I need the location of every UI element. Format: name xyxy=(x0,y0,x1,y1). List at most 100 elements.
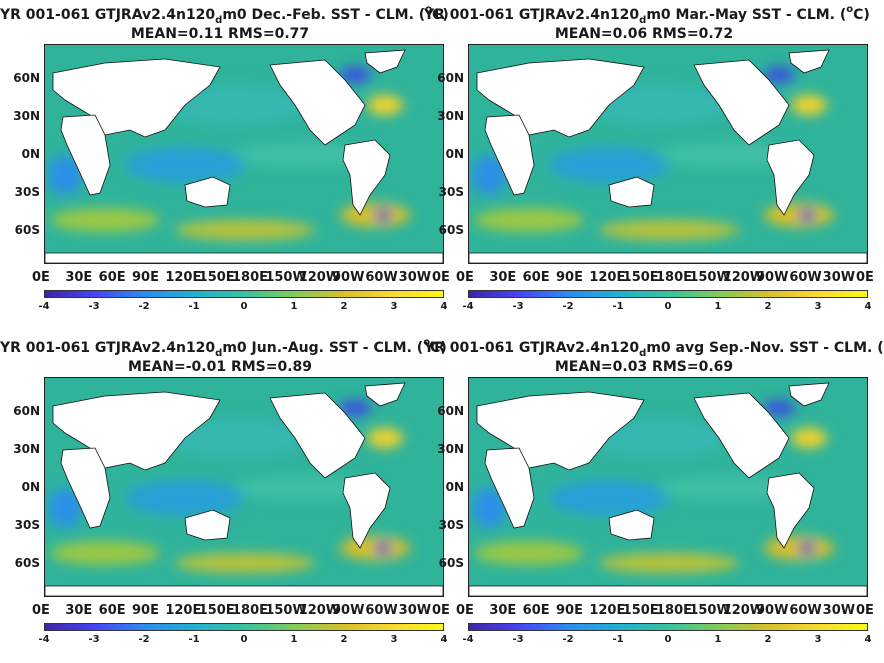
lon-label: 150E xyxy=(622,603,659,618)
panel-title: YR 001-061 GTJRAv2.4n120dm0 Mar.-May SST… xyxy=(424,4,870,26)
colorbar-tick: -4 xyxy=(38,301,50,312)
colorbar-tick: 1 xyxy=(290,301,298,312)
mean-rms-label: MEAN=0.03 RMS=0.69 xyxy=(554,359,734,375)
colorbar-tick: 3 xyxy=(814,634,822,645)
mean-rms-label: MEAN=-0.01 RMS=0.89 xyxy=(127,359,313,375)
lat-label: 60N xyxy=(13,71,40,85)
colorbar-tick: -2 xyxy=(138,634,150,645)
lon-label: 60E xyxy=(522,603,550,618)
colorbar-tick: 0 xyxy=(664,634,672,645)
lat-label: 0N xyxy=(445,147,464,161)
lon-label: 30W xyxy=(398,270,432,285)
anomaly-field xyxy=(471,400,834,573)
lon-label: 60E xyxy=(522,270,550,285)
land-mask xyxy=(469,49,867,263)
lon-label: 60W xyxy=(789,270,822,285)
lon-label: 0E xyxy=(456,603,474,618)
colorbar-tick: 3 xyxy=(390,634,398,645)
lon-label: 60E xyxy=(98,603,126,618)
land-mask xyxy=(45,49,443,263)
lon-label: 90E xyxy=(132,270,159,285)
lat-label: 30N xyxy=(13,109,40,123)
map-panel-1: YR 001-061 GTJRAv2.4n120dm0 Dec.-Feb. SS… xyxy=(0,0,450,320)
colorbar-tick: -2 xyxy=(138,301,150,312)
lon-label: 150W xyxy=(265,603,307,618)
colorbar-tick: 3 xyxy=(814,301,822,312)
mean-rms-label: MEAN=0.11 RMS=0.77 xyxy=(130,26,310,42)
colorbar-tick: 4 xyxy=(864,301,872,312)
lon-label: 120W xyxy=(722,270,765,285)
lat-label: 60S xyxy=(14,223,40,237)
lon-label: 90E xyxy=(556,270,583,285)
lon-label: 0E xyxy=(856,270,874,285)
anomaly-field xyxy=(471,67,834,240)
lon-label: 30E xyxy=(489,603,517,618)
lat-label: 0N xyxy=(21,480,40,494)
anomaly-field xyxy=(47,67,410,240)
lat-label: 60S xyxy=(438,556,464,570)
lon-label: 60E xyxy=(98,270,126,285)
colorbar-tick: 3 xyxy=(390,301,398,312)
lat-label: 30S xyxy=(438,185,464,199)
lon-label: 120E xyxy=(165,603,202,618)
lon-label: 180E xyxy=(232,603,269,618)
lon-label: 120E xyxy=(165,270,202,285)
lon-label: 60W xyxy=(789,603,822,618)
colorbar-tick: 2 xyxy=(340,634,348,645)
colorbar-tick: -1 xyxy=(612,634,624,645)
lon-label: 0E xyxy=(432,270,450,285)
colorbar-tick: -4 xyxy=(462,301,474,312)
lon-label: 180E xyxy=(232,270,269,285)
lat-label: 60N xyxy=(437,71,464,85)
lat-label: 30S xyxy=(438,518,464,532)
lon-label: 120W xyxy=(722,603,765,618)
colorbar-tick: -2 xyxy=(562,634,574,645)
lon-label: 180E xyxy=(656,270,693,285)
map-panel-4: YR 001-061 GTJRAv2.4n120dm0 avg Sep.-Nov… xyxy=(424,333,884,653)
lon-label: 0E xyxy=(32,270,50,285)
lon-label: 30E xyxy=(65,603,93,618)
colorbar-tick: 1 xyxy=(290,634,298,645)
colorbar-tick: 1 xyxy=(714,301,722,312)
lon-label: 150W xyxy=(689,603,731,618)
colorbar-tick: -3 xyxy=(88,301,100,312)
colorbar-tick: -2 xyxy=(562,301,574,312)
lon-label: 60W xyxy=(365,603,398,618)
lon-label: 120W xyxy=(298,270,341,285)
colorbar-tick: -4 xyxy=(38,634,50,645)
lat-label: 0N xyxy=(21,147,40,161)
colorbar-tick: -1 xyxy=(612,301,624,312)
lon-label: 90W xyxy=(332,270,365,285)
lon-label: 90W xyxy=(756,270,789,285)
lon-label: 90W xyxy=(332,603,365,618)
lon-label: 90E xyxy=(556,603,583,618)
sst-anomaly-map xyxy=(468,377,868,597)
panel-title: YR 001-061 GTJRAv2.4n120dm0 Jun.-Aug. SS… xyxy=(0,337,447,359)
map-panel-3: YR 001-061 GTJRAv2.4n120dm0 Jun.-Aug. SS… xyxy=(0,333,450,653)
map-panel-2: YR 001-061 GTJRAv2.4n120dm0 Mar.-May SST… xyxy=(424,0,874,320)
lon-label: 120E xyxy=(589,603,626,618)
lon-label: 30E xyxy=(489,270,517,285)
lon-label: 150W xyxy=(265,270,307,285)
colorbar-tick: 0 xyxy=(240,634,248,645)
lat-label: 30N xyxy=(13,442,40,456)
colorbar-tick: 1 xyxy=(714,634,722,645)
colorbar-tick: 0 xyxy=(664,301,672,312)
lat-label: 0N xyxy=(445,480,464,494)
sst-anomaly-map xyxy=(468,44,868,264)
lon-label: 120E xyxy=(589,270,626,285)
colorbar xyxy=(44,290,444,298)
lon-label: 0E xyxy=(456,270,474,285)
colorbar xyxy=(44,623,444,631)
lon-label: 30W xyxy=(398,603,432,618)
colorbar-tick: 2 xyxy=(340,301,348,312)
colorbar-tick: -3 xyxy=(88,634,100,645)
panel-title: YR 001-061 GTJRAv2.4n120dm0 Dec.-Feb. SS… xyxy=(0,4,449,26)
mean-rms-label: MEAN=0.06 RMS=0.72 xyxy=(554,26,734,42)
lat-label: 30N xyxy=(437,109,464,123)
lon-label: 150E xyxy=(198,603,235,618)
lon-label: 90W xyxy=(756,603,789,618)
colorbar-tick: 4 xyxy=(864,634,872,645)
sst-anomaly-map xyxy=(44,377,444,597)
lat-label: 60N xyxy=(13,404,40,418)
